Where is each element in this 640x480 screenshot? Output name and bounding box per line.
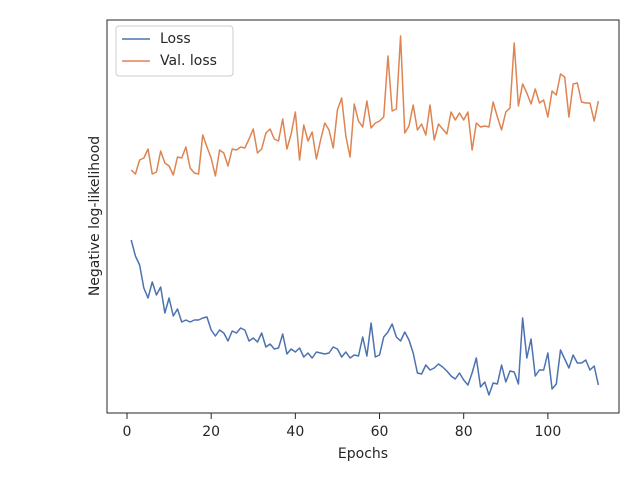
line-series (130, 35, 600, 177)
x-tick-label: 100 (535, 424, 562, 440)
line-series (130, 239, 600, 396)
x-tick-label: 0 (123, 424, 132, 440)
x-axis-label: Epochs (338, 446, 388, 462)
x-tick-label: 40 (286, 424, 304, 440)
x-tick-label: 80 (455, 424, 473, 440)
x-tick-label: 60 (371, 424, 389, 440)
legend-label: Val. loss (160, 53, 217, 69)
axes-frame (106, 19, 620, 414)
x-tick-label: 20 (202, 424, 220, 440)
legend-label: Loss (160, 31, 191, 47)
y-axis-label: Negative log-likelihood (87, 136, 103, 296)
